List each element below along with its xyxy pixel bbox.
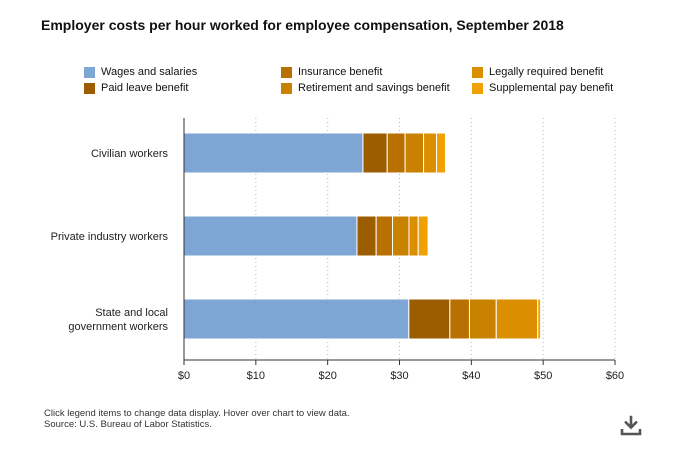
legend-label: Wages and salaries (101, 66, 198, 78)
x-tick-label: $20 (318, 370, 336, 382)
x-tick-label: $0 (178, 370, 190, 382)
bar-segment[interactable] (495, 298, 539, 340)
chart-area[interactable]: Civilian workers Private industry workers… (0, 0, 689, 400)
bar-segment[interactable] (183, 215, 358, 257)
bar-segment[interactable] (408, 215, 419, 257)
chart-footnote: Click legend items to change data displa… (44, 408, 350, 430)
legend-item[interactable]: Insurance benefit (281, 66, 382, 78)
legend-label: Paid leave benefit (101, 82, 189, 94)
bar-segment[interactable] (417, 215, 429, 257)
x-tick-label: $40 (462, 370, 480, 382)
footnote-instructions: Click legend items to change data displa… (44, 408, 350, 419)
legend-label: Supplemental pay benefit (489, 82, 614, 94)
legend-label: Retirement and savings benefit (298, 82, 450, 94)
x-tick-label: $30 (390, 370, 408, 382)
bar-segment[interactable] (392, 215, 410, 257)
legend-swatch (281, 66, 292, 78)
bar-segment[interactable] (183, 132, 364, 174)
legend-label: Legally required benefit (489, 66, 604, 78)
legend-swatch (84, 82, 95, 94)
legend-item[interactable]: Wages and salaries (84, 66, 197, 78)
bar-segment[interactable] (537, 298, 542, 340)
x-tick-label: $50 (534, 370, 552, 382)
legend-label: Insurance benefit (298, 66, 383, 78)
legend-swatch (281, 82, 292, 94)
x-tick-label: $10 (247, 370, 265, 382)
legend-item[interactable]: Retirement and savings benefit (281, 82, 450, 94)
legend-swatch (472, 82, 483, 94)
bar-segment[interactable] (362, 132, 388, 174)
bar-segment[interactable] (183, 298, 410, 340)
bar-segment[interactable] (423, 132, 437, 174)
legend-swatch (472, 66, 483, 78)
bar-segment[interactable] (375, 215, 394, 257)
legend-item[interactable]: Supplemental pay benefit (472, 82, 613, 94)
x-tick-label: $60 (606, 370, 624, 382)
chart-legend: Wages and salaries Insurance benefit Legal… (84, 66, 644, 98)
bar-segment[interactable] (408, 298, 451, 340)
legend-swatch (84, 66, 95, 78)
legend-item[interactable]: Legally required benefit (472, 66, 603, 78)
bar-segment[interactable] (468, 298, 497, 340)
category-label: State and local government workers (68, 307, 168, 333)
bar-segment[interactable] (435, 132, 446, 174)
bar-segment[interactable] (449, 298, 470, 340)
legend-item[interactable]: Paid leave benefit (84, 82, 188, 94)
bar-segment[interactable] (356, 215, 377, 257)
chart-title: Employer costs per hour worked for emplo… (41, 17, 564, 33)
category-label: Private industry workers (51, 231, 169, 243)
bar-segment[interactable] (386, 132, 406, 174)
download-icon[interactable] (620, 414, 642, 436)
bar-segment[interactable] (404, 132, 425, 174)
footnote-source: Source: U.S. Bureau of Labor Statistics. (44, 419, 212, 430)
category-label: Civilian workers (91, 148, 169, 160)
